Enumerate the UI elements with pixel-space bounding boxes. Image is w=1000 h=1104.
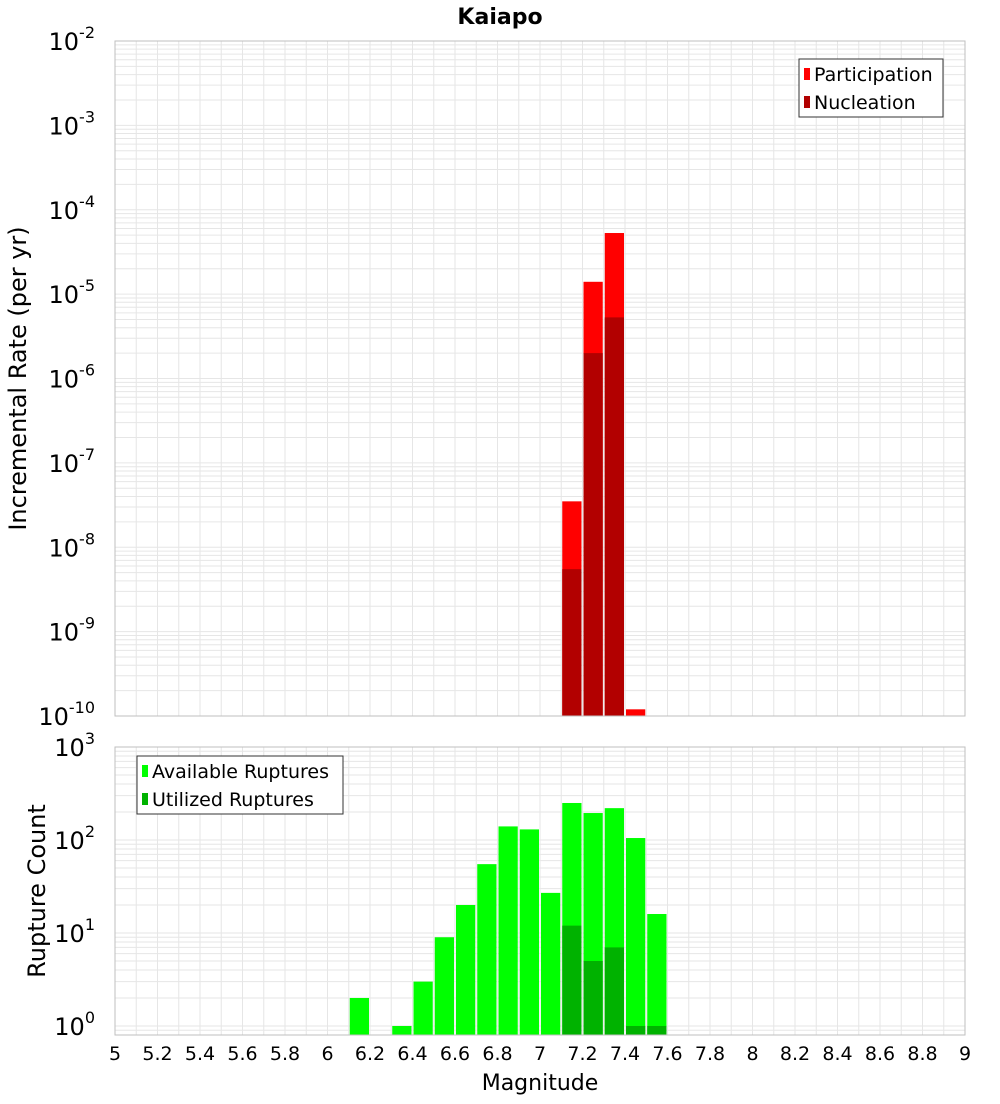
available-ruptures-bar — [541, 892, 561, 1035]
chart-title: Kaiapo — [457, 5, 542, 30]
top-legend-label: Participation — [814, 64, 933, 86]
x-tick-label: 9 — [959, 1043, 971, 1065]
bottom-legend-swatch — [142, 793, 148, 805]
utilized-ruptures-bar — [562, 925, 582, 1035]
y-tick-label: 10-4 — [49, 192, 96, 225]
y-tick-label: 10-8 — [49, 529, 96, 562]
bottom-legend-label: Utilized Ruptures — [152, 789, 314, 811]
utilized-ruptures-bar — [647, 1025, 667, 1035]
top-legend-label: Nucleation — [814, 92, 916, 114]
x-tick-label: 6 — [321, 1043, 333, 1065]
x-tick-label: 5.2 — [142, 1043, 172, 1065]
x-tick-label: 5.6 — [227, 1043, 257, 1065]
x-tick-label: 5.8 — [270, 1043, 300, 1065]
x-tick-label: 8 — [746, 1043, 758, 1065]
nucleation-bar — [562, 569, 582, 716]
available-ruptures-bar — [434, 937, 454, 1035]
top-legend: Participation Nucleation — [798, 58, 944, 118]
available-ruptures-bar — [498, 826, 518, 1035]
top-legend-swatch — [804, 68, 810, 80]
available-ruptures-bar — [626, 838, 646, 1035]
x-tick-label: 8.6 — [865, 1043, 895, 1065]
y-tick-label: 10-6 — [49, 361, 96, 394]
utilized-ruptures-bar — [604, 947, 624, 1035]
bottom-legend-label: Available Ruptures — [152, 761, 329, 783]
top-legend-swatch — [804, 96, 810, 108]
nucleation-bar — [604, 317, 624, 716]
x-tick-label: 6.2 — [355, 1043, 385, 1065]
bottom-chart-bars — [349, 802, 667, 1035]
y-tick-label: 10-7 — [49, 445, 96, 478]
nucleation-bar — [583, 353, 603, 716]
y-tick-label: 10-10 — [38, 698, 95, 731]
x-tick-label: 8.4 — [822, 1043, 852, 1065]
available-ruptures-bar — [413, 981, 433, 1035]
available-ruptures-bar — [349, 997, 369, 1035]
top-legend-box — [798, 58, 944, 118]
top-chart-bars — [562, 233, 646, 716]
x-tick-label: 7.2 — [567, 1043, 597, 1065]
x-tick-label: 6.4 — [397, 1043, 427, 1065]
top-y-tick-labels: 10-2 10-3 10-4 10-5 10-6 10-7 10-8 10-9 10-10 — [38, 23, 95, 731]
y-tick-label: 102 — [54, 822, 95, 855]
available-ruptures-bar — [392, 1025, 412, 1035]
available-ruptures-bar — [456, 904, 476, 1035]
top-plot-frame — [114, 40, 966, 717]
x-tick-label: 7.8 — [695, 1043, 725, 1065]
bottom-y-axis-label: Rupture Count — [23, 804, 51, 978]
x-tick-label: 6.6 — [440, 1043, 470, 1065]
available-ruptures-bar — [519, 829, 539, 1035]
y-tick-label: 10-2 — [49, 23, 96, 56]
x-tick-label: 5.4 — [185, 1043, 215, 1065]
participation-bar — [626, 709, 646, 716]
bottom-legend: Available Ruptures Utilized Ruptures — [136, 755, 344, 815]
available-ruptures-bar — [647, 914, 667, 1035]
x-tick-label: 7 — [534, 1043, 546, 1065]
y-tick-label: 10-5 — [49, 276, 96, 309]
x-axis-label: Magnitude — [482, 1071, 599, 1096]
x-tick-labels: 5 5.2 5.4 5.6 5.8 6 6.2 6.4 6.6 6.8 7 7.2 7.4 7.6 7.8 8… — [109, 1043, 971, 1065]
available-ruptures-bar — [477, 864, 497, 1035]
top-chart-grid — [114, 40, 966, 717]
bottom-y-tick-labels: 103 102 101 100 — [54, 729, 95, 1041]
y-tick-label: 100 — [54, 1008, 95, 1041]
x-tick-label: 8.2 — [780, 1043, 810, 1065]
bottom-legend-swatch — [142, 765, 148, 777]
bottom-plot-frame — [114, 746, 966, 1036]
x-tick-label: 5 — [109, 1043, 121, 1065]
top-y-axis-label: Incremental Rate (per yr) — [4, 226, 32, 530]
bottom-legend-box — [136, 755, 344, 815]
utilized-ruptures-bar — [626, 1025, 646, 1035]
x-tick-label: 7.6 — [652, 1043, 682, 1065]
y-tick-label: 10-3 — [49, 107, 96, 140]
y-tick-label: 101 — [54, 915, 95, 948]
y-tick-label: 10-9 — [49, 614, 96, 647]
x-tick-label: 6.8 — [482, 1043, 512, 1065]
x-tick-label: 8.8 — [907, 1043, 937, 1065]
x-tick-label: 7.4 — [610, 1043, 640, 1065]
utilized-ruptures-bar — [583, 960, 603, 1035]
y-tick-label: 103 — [54, 729, 95, 762]
